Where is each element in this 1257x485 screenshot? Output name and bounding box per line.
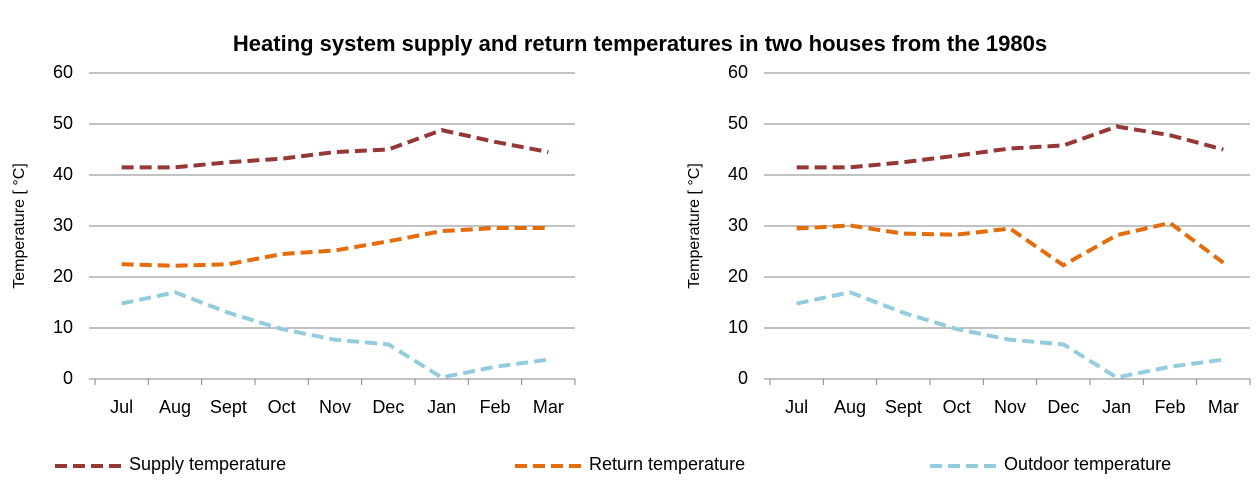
x-tick-label: Dec xyxy=(1047,397,1079,417)
x-tick-label: Dec xyxy=(372,397,404,417)
series-line xyxy=(796,220,1225,268)
y-tick-label: 50 xyxy=(728,113,748,133)
y-tick-label: 40 xyxy=(728,164,748,184)
legend-label: Return temperature xyxy=(589,454,745,474)
x-tick-label: Nov xyxy=(319,397,351,417)
y-tick-label: 0 xyxy=(738,368,748,388)
x-tick-label: Sept xyxy=(885,397,922,417)
x-tick-label: Feb xyxy=(1154,397,1185,417)
x-tick-label: Jan xyxy=(1102,397,1131,417)
legend-label: Outdoor temperature xyxy=(1004,454,1171,474)
y-tick-label: 60 xyxy=(53,62,73,82)
y-tick-label: 10 xyxy=(53,317,73,337)
series-line xyxy=(121,290,549,380)
y-tick-label: 20 xyxy=(728,266,748,286)
x-tick-label: Feb xyxy=(479,397,510,417)
y-tick-label: 30 xyxy=(728,215,748,235)
x-tick-label: Oct xyxy=(268,397,296,417)
x-tick-label: Nov xyxy=(994,397,1026,417)
y-axis-label: Temperature [ °C] xyxy=(11,163,28,289)
y-tick-label: 40 xyxy=(53,164,73,184)
x-tick-label: Aug xyxy=(834,397,866,417)
y-tick-label: 50 xyxy=(53,113,73,133)
x-tick-label: Sept xyxy=(210,397,247,417)
y-axis-label: Temperature [ °C] xyxy=(686,163,703,289)
series-line xyxy=(796,290,1224,380)
x-tick-label: Jul xyxy=(110,397,133,417)
series-line xyxy=(121,128,549,170)
x-tick-label: Oct xyxy=(943,397,971,417)
x-tick-label: Mar xyxy=(533,397,564,417)
y-tick-label: 20 xyxy=(53,266,73,286)
series-line xyxy=(796,124,1224,170)
y-tick-label: 10 xyxy=(728,317,748,337)
y-tick-label: 60 xyxy=(728,62,748,82)
x-tick-label: Jan xyxy=(427,397,456,417)
chart-title: Heating system supply and return tempera… xyxy=(233,31,1047,56)
x-tick-label: Jul xyxy=(785,397,808,417)
legend-label: Supply temperature xyxy=(129,454,286,474)
x-tick-label: Aug xyxy=(159,397,191,417)
y-tick-label: 30 xyxy=(53,215,73,235)
y-tick-label: 0 xyxy=(63,368,73,388)
x-tick-label: Mar xyxy=(1208,397,1239,417)
series-line xyxy=(121,226,549,268)
